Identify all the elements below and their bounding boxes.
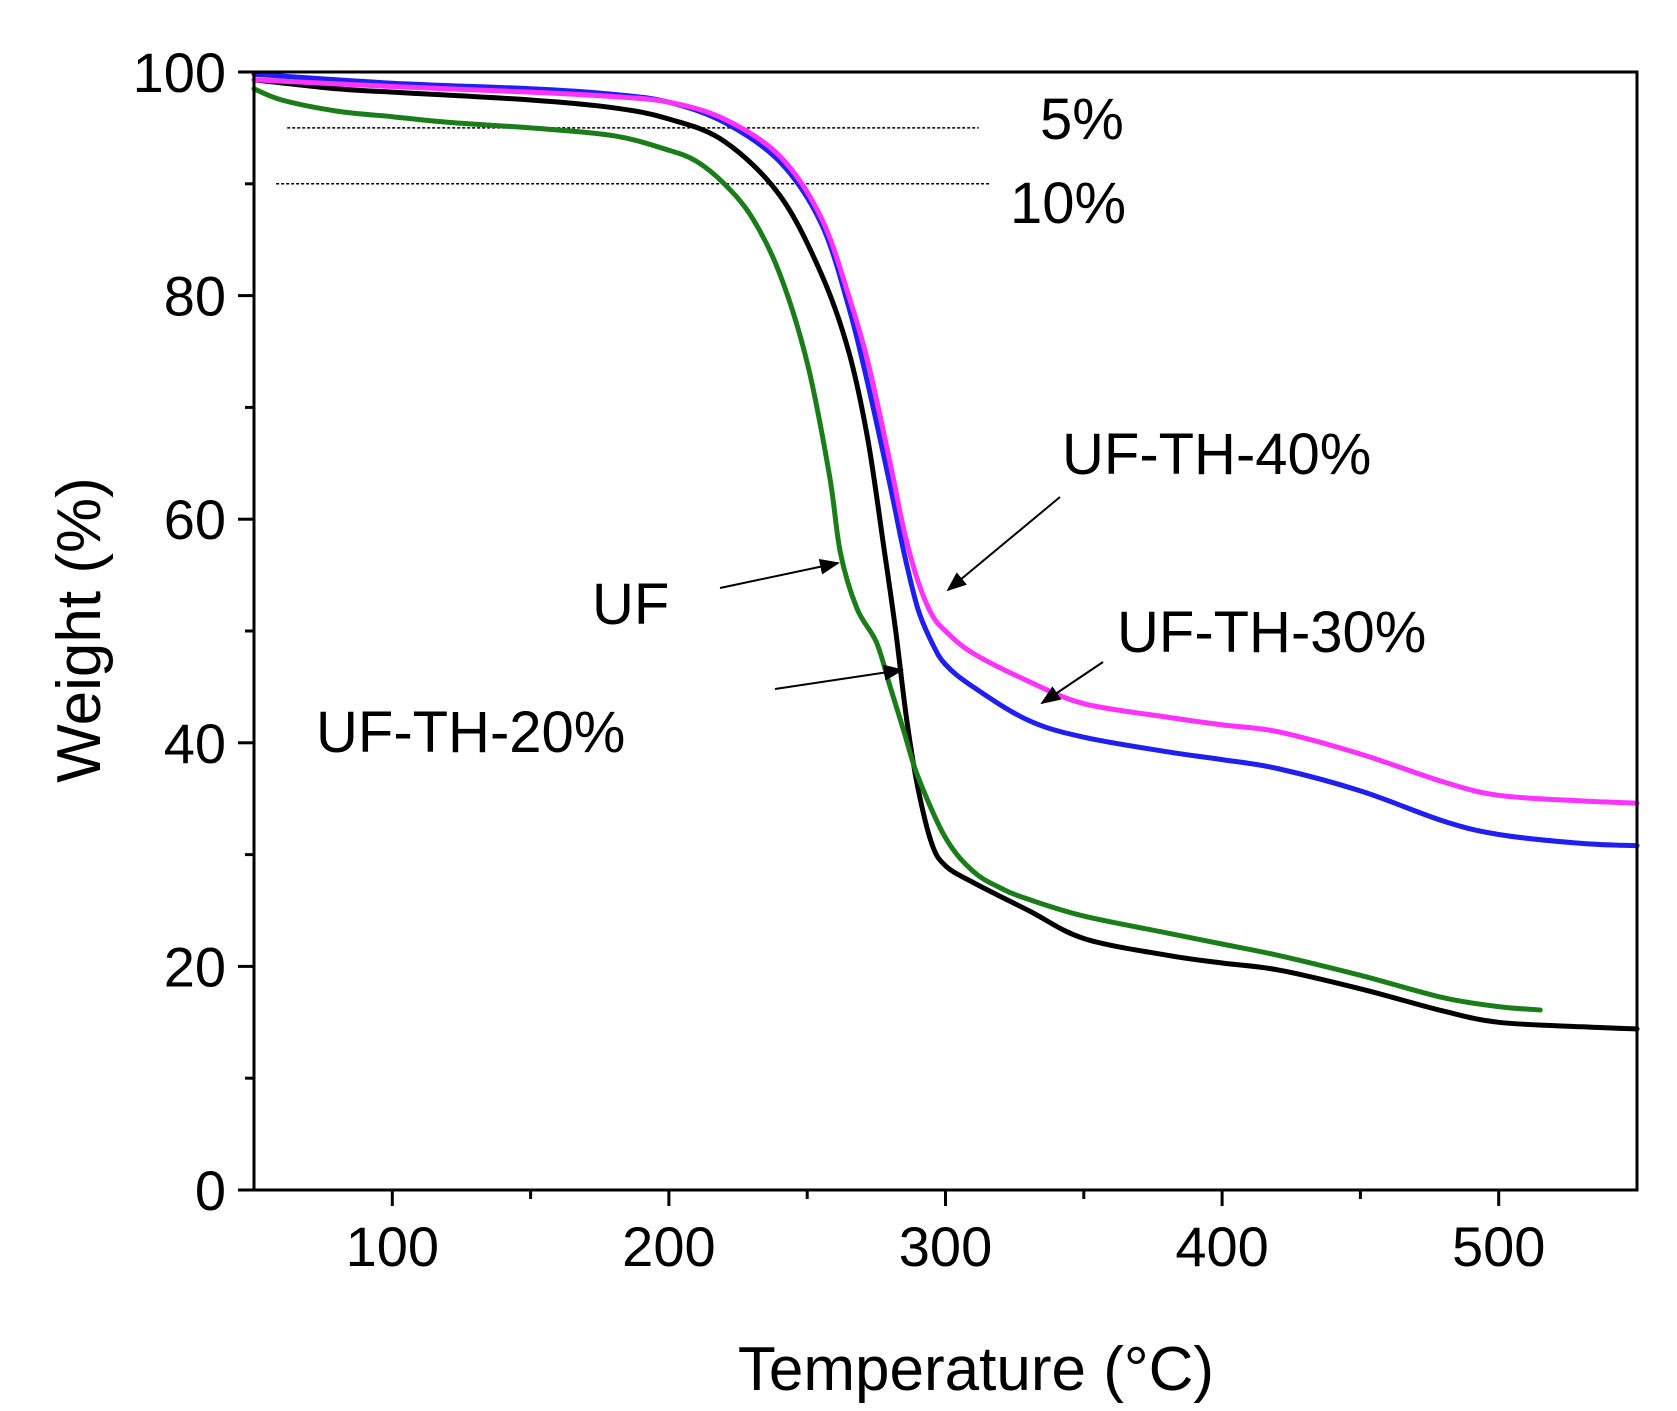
reference-lines bbox=[276, 127, 990, 185]
series-layer bbox=[251, 71, 1640, 1032]
annotation-uf: UF bbox=[592, 572, 669, 637]
y-tick-label-0: 0 bbox=[195, 1159, 226, 1222]
y-tick-label-60: 60 bbox=[164, 488, 226, 551]
arrow-uf bbox=[719, 558, 840, 589]
series-line-uf bbox=[251, 77, 1640, 1032]
x-tick-label-400: 400 bbox=[1175, 1215, 1268, 1278]
x-tick-label-100: 100 bbox=[346, 1215, 439, 1278]
arrow-uf-th-40 bbox=[946, 496, 1061, 592]
x-axis: 100 200 300 400 500 bbox=[346, 1190, 1545, 1278]
arrow-uf-th-30 bbox=[1040, 661, 1104, 705]
ref-label-10pct: 10% bbox=[1010, 171, 1126, 236]
y-axis-label: Weight (%) bbox=[45, 477, 114, 783]
x-axis-label: Temperature (°C) bbox=[738, 1335, 1214, 1404]
y-tick-label-100: 100 bbox=[133, 41, 226, 104]
annotation-uf-th-20: UF-TH-20% bbox=[316, 700, 625, 765]
x-tick-label-200: 200 bbox=[622, 1215, 715, 1278]
ref-label-5pct: 5% bbox=[1040, 87, 1124, 152]
series-line-uf-th-40 bbox=[251, 77, 1640, 806]
x-tick-label-300: 300 bbox=[899, 1215, 992, 1278]
annotation-uf-th-30: UF-TH-30% bbox=[1117, 600, 1426, 665]
arrow-uf-th-20 bbox=[774, 664, 904, 690]
y-tick-label-40: 40 bbox=[164, 712, 226, 775]
y-axis: 0 20 40 60 80 100 bbox=[133, 41, 254, 1222]
y-tick-label-20: 20 bbox=[164, 935, 226, 998]
x-tick-label-500: 500 bbox=[1452, 1215, 1545, 1278]
annotation-uf-th-40: UF-TH-40% bbox=[1062, 422, 1371, 487]
y-tick-label-80: 80 bbox=[164, 265, 226, 328]
series-line-uf-th-20 bbox=[251, 86, 1543, 1013]
